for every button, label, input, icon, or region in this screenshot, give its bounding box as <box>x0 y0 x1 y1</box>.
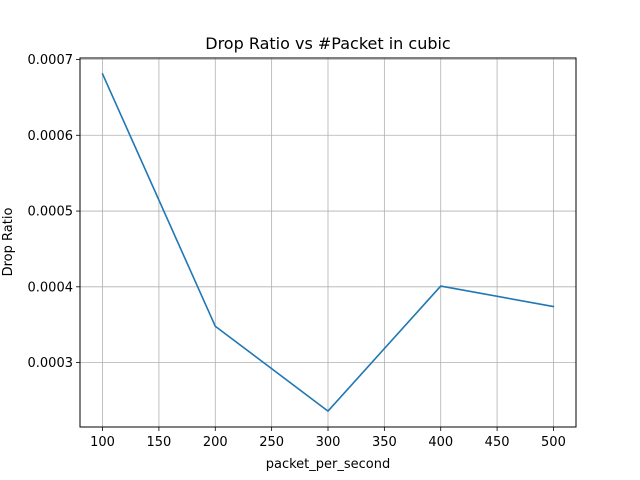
y-axis-label: Drop Ratio <box>1 208 16 277</box>
data-point <box>214 325 216 327</box>
x-tick-label: 500 <box>541 435 566 450</box>
data-point <box>101 73 104 75</box>
data-point <box>327 410 329 412</box>
x-tick-label: 200 <box>203 435 228 450</box>
x-tick-label: 150 <box>146 435 171 450</box>
y-tick-label: 0.0007 <box>28 53 74 68</box>
x-axis-label: packet_per_second <box>266 457 390 472</box>
ticks: 100 150 200 250 300 350 400 450 500 0.0003 0.0004 0… <box>28 53 566 450</box>
series-layer <box>101 73 555 412</box>
y-tick-label: 0.0003 <box>28 356 74 371</box>
x-tick-label: 300 <box>316 435 341 450</box>
x-tick-label: 350 <box>372 435 397 450</box>
grid <box>80 58 576 427</box>
x-tick-label: 100 <box>90 435 115 450</box>
y-tick-label: 0.0005 <box>28 205 74 220</box>
x-tick-label: 250 <box>259 435 284 450</box>
data-point <box>552 305 555 308</box>
y-tick-label: 0.0004 <box>28 280 74 295</box>
x-tick-label: 400 <box>428 435 453 450</box>
y-tick-label: 0.0006 <box>28 129 74 144</box>
chart-title: Drop Ratio vs #Packet in cubic <box>205 34 450 53</box>
x-tick-label: 450 <box>485 435 510 450</box>
data-point <box>440 285 442 287</box>
